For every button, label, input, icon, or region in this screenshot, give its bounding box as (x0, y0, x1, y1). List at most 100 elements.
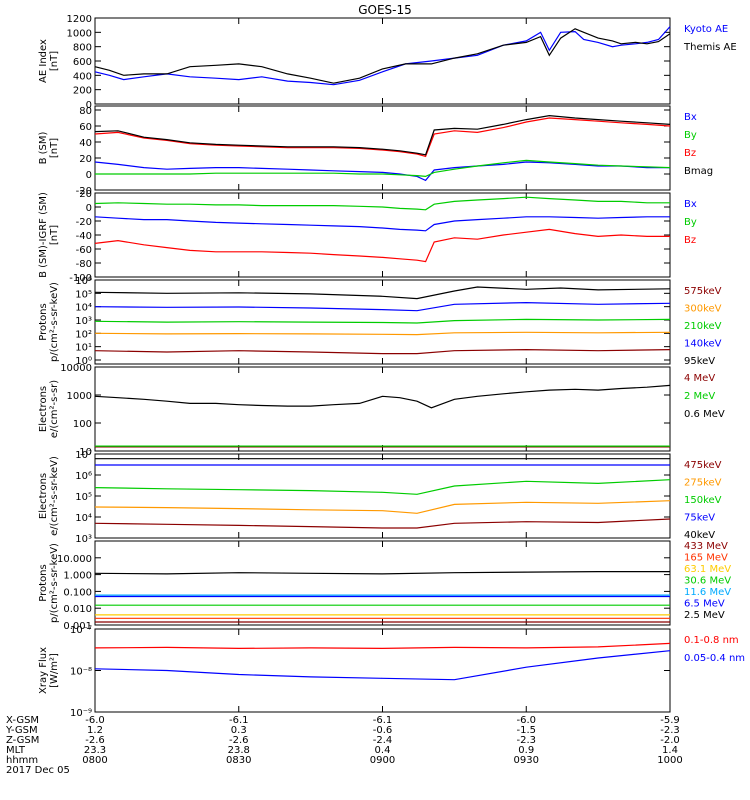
panel-7: 0.001 0.010 0.100 1.000 10.000Protonsp/(cm²-… (38, 540, 731, 632)
orbit-value: -2.3 (660, 725, 680, 736)
y-tick-label: 10⁻⁷ (70, 625, 92, 636)
panel-3: -100 -80 -60 -40 -20 0 20 B (SM)-IGRF (SM)[nT] B… (38, 189, 697, 284)
legend-entry: Themis AE (683, 42, 737, 53)
y-tick-label: 10⁵ (75, 492, 92, 503)
orbit-row-label: Z-GSM (6, 735, 39, 746)
legend-entry: 2.5 MeV (684, 610, 725, 621)
orbit-value: -2.4 (373, 735, 393, 746)
y-tick-label: 800 (73, 43, 92, 54)
y-tick-label: 20 (79, 154, 92, 165)
y-tick-label: 10.000 (57, 554, 92, 565)
series-line-150kev (94, 479, 671, 495)
legend-entry: 140keV (684, 338, 722, 349)
legend-entry: 210keV (684, 321, 722, 332)
legend-entry: 0.6 MeV (684, 409, 725, 420)
legend-entry: 4 MeV (684, 373, 715, 384)
y-axis-label: Electronse/(cm²-s-sr) (38, 380, 60, 438)
legend-entry: By (684, 217, 697, 228)
legend-entry: 2 MeV (684, 391, 715, 402)
legend-entry: Kyoto AE (684, 24, 728, 35)
legend-entry: Bz (684, 148, 696, 159)
series-line-140kev (94, 301, 671, 312)
panel-6: 10³ 10⁴ 10⁵ 10⁶ 10⁷ Electronse/(cm²-s-sr-keV)… (38, 450, 722, 545)
panel-frame (94, 628, 671, 713)
orbit-value: -5.9 (660, 715, 680, 726)
series-line-bz (94, 117, 671, 158)
y-axis-label: Protonsp/(cm²-s-sr-keV) (38, 282, 60, 362)
legend-entry: Bx (684, 112, 697, 123)
orbit-value: 0800 (82, 755, 107, 766)
y-tick-label: 1000 (67, 391, 92, 402)
y-tick-label: -20 (76, 217, 92, 228)
legend-entry: By (684, 130, 697, 141)
legend-entry: Bmag (684, 166, 713, 177)
y-tick-label: -40 (76, 231, 92, 242)
y-tick-label: 80 (79, 106, 92, 117)
y-tick-label: 10⁷ (75, 450, 92, 461)
orbit-value: -0.6 (373, 725, 393, 736)
y-tick-label: 0.100 (63, 587, 92, 598)
series-line-kyoto-ae (94, 26, 671, 86)
y-tick-label: 1200 (67, 14, 92, 25)
y-tick-label: -100 (69, 273, 92, 284)
y-tick-label: 0.010 (63, 604, 92, 615)
series-line-300kev (94, 331, 671, 336)
orbit-value: 0900 (370, 755, 395, 766)
y-axis-label: B (SM)-IGRF (SM)[nT] (38, 192, 60, 278)
orbit-footer: X-GSM -6.0 -6.1 -6.1 -6.0 -5.9 Y-GSM 1.2 0.3 -0.6… (5, 715, 683, 776)
orbit-value: 0830 (226, 755, 251, 766)
y-tick-label: 10⁵ (75, 289, 92, 300)
y-tick-label: 10⁶ (75, 276, 92, 287)
series-line-210kev (94, 318, 671, 324)
date-label: 2017 Dec 05 (6, 765, 70, 776)
y-tick-label: -20 (76, 186, 92, 197)
series-line-bmag (94, 114, 671, 156)
legend-entry: 40keV (684, 530, 715, 541)
y-tick-label: 10¹ (75, 343, 92, 354)
panel-1: 0 200 400 600 800 1000 1200 AE Index[nT] Kyoto A… (38, 14, 737, 111)
y-tick-label: 20 (79, 189, 92, 200)
series-line-by (94, 196, 670, 211)
orbit-value: 23.8 (228, 745, 250, 756)
panel-frame (94, 453, 671, 539)
orbit-value: -2.6 (229, 735, 249, 746)
legend-entry: 575keV (684, 286, 722, 297)
legend-entry: Bx (684, 199, 697, 210)
series-line-575kev (94, 348, 671, 355)
y-tick-label: 60 (79, 122, 92, 133)
legend-entry: 11.6 MeV (684, 587, 731, 598)
panel-8: 10⁻⁹ 10⁻⁸ 10⁻⁷ Xray Flux[W/m²] 0.1-0.8 nm 0.0… (38, 625, 745, 719)
orbit-value: 0930 (514, 755, 539, 766)
y-tick-label: -80 (76, 259, 92, 270)
orbit-value: -6.1 (229, 715, 249, 726)
series-line-bx (94, 161, 670, 182)
y-tick-label: 400 (73, 71, 92, 82)
y-tick-label: 200 (73, 86, 92, 97)
orbit-value: -2.0 (660, 735, 680, 746)
y-tick-label: 10⁶ (75, 471, 92, 482)
series-line-by (95, 159, 671, 178)
series-line-2-5-mev (94, 570, 670, 575)
panel-frame (94, 540, 671, 626)
figure-title: GOES-15 (358, 3, 412, 17)
orbit-row-label: Y-GSM (5, 725, 38, 736)
legend-entry: 95keV (684, 356, 715, 367)
legend-entry: 75keV (684, 512, 715, 523)
y-tick-label: 10⁻⁹ (70, 708, 92, 719)
y-axis-label: Xray Flux[W/m²] (38, 647, 60, 694)
series-line-95kev (94, 286, 671, 300)
y-tick-label: 10⁴ (75, 303, 92, 314)
y-axis-label: AE Index[nT] (38, 39, 60, 83)
series-line-475kev (94, 518, 671, 529)
orbit-value: 1.2 (87, 725, 103, 736)
legend-entry: 0.05-0.4 nm (684, 653, 745, 664)
y-tick-label: 10⁻⁸ (70, 667, 92, 678)
y-tick-label: 1000 (67, 28, 92, 39)
y-tick-label: 10³ (75, 316, 92, 327)
y-tick-label: 0 (86, 170, 92, 181)
legend-entry: 0.1-0.8 nm (684, 635, 739, 646)
orbit-row-label: MLT (6, 745, 26, 756)
y-tick-label: 10000 (60, 363, 92, 374)
